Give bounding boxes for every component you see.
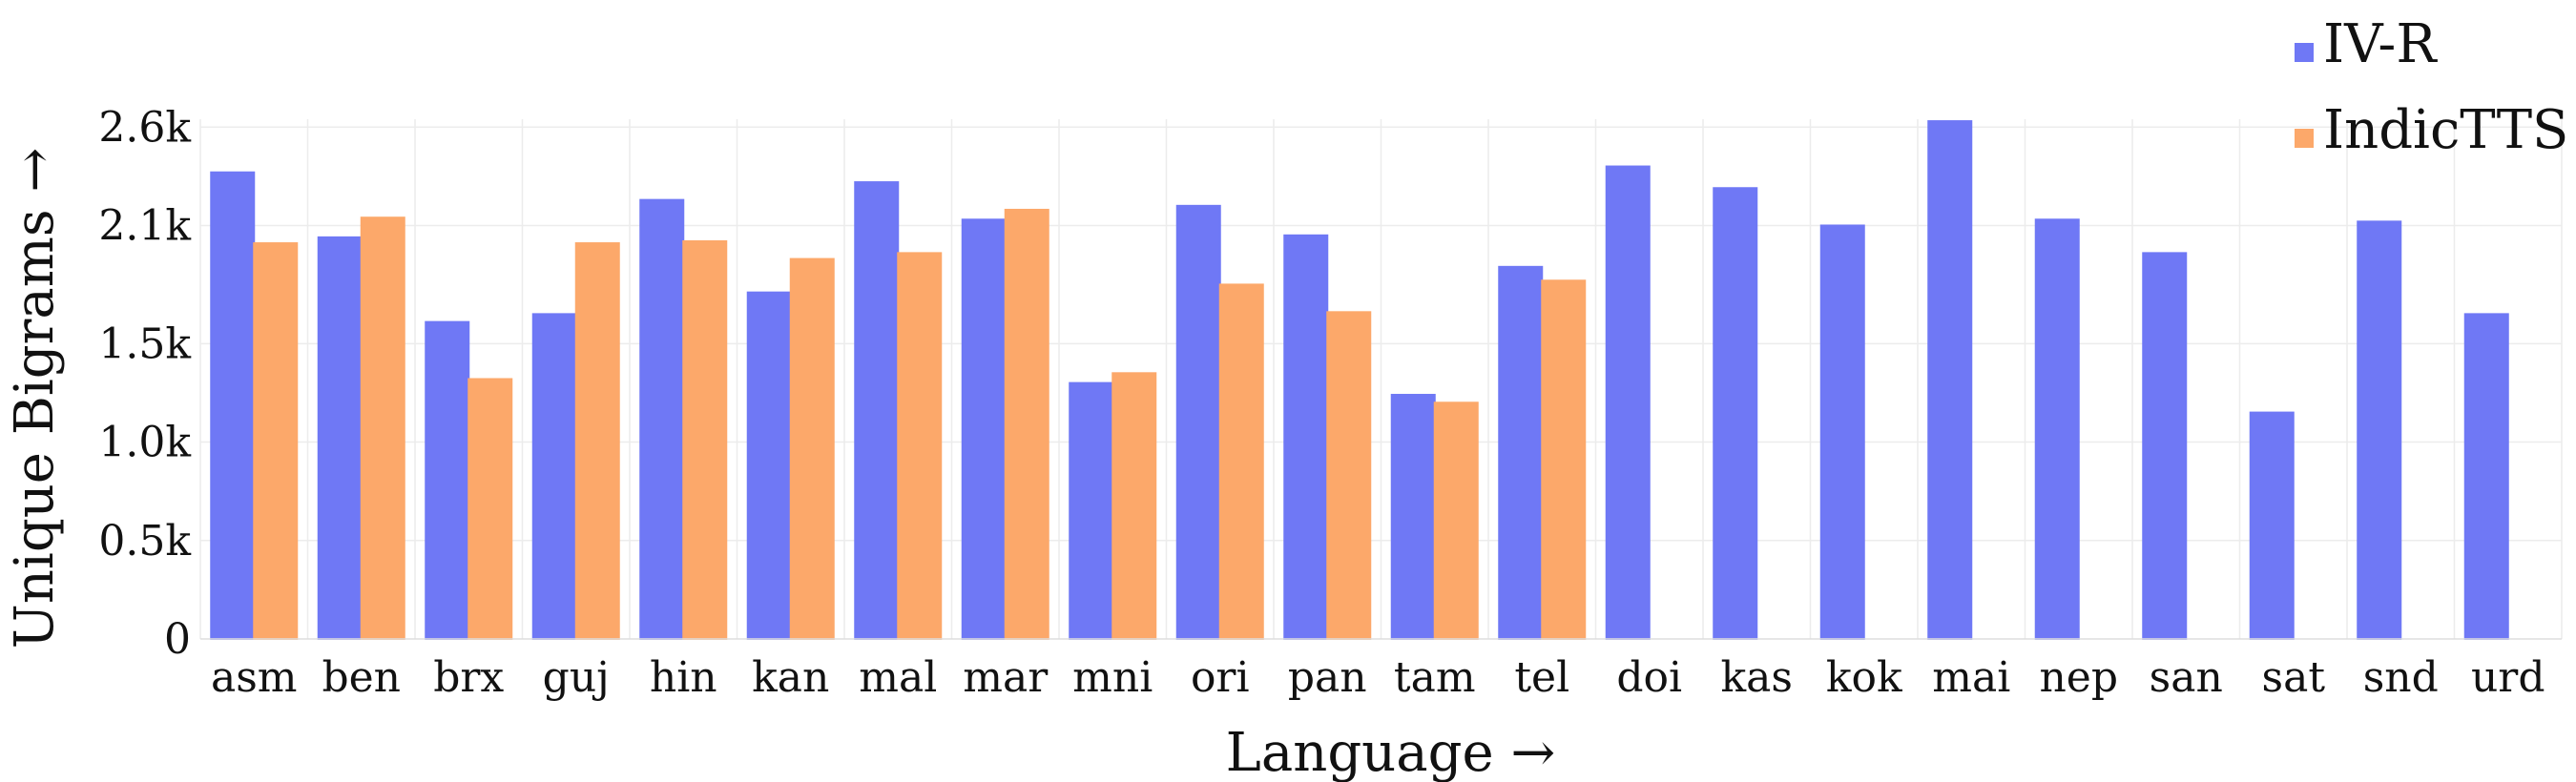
bar-iv-r-san bbox=[2142, 252, 2188, 640]
bar-iv-r-mai bbox=[1927, 120, 1973, 640]
bar-iv-r-tam bbox=[1390, 394, 1436, 640]
bar-iv-r-doi bbox=[1605, 165, 1651, 641]
bar-indictts-brx bbox=[467, 378, 513, 640]
x-tick-label-kan: kan bbox=[752, 653, 829, 702]
y-tick-label: 2.6k bbox=[98, 103, 191, 152]
bar-iv-r-ori bbox=[1175, 204, 1221, 640]
bar-indictts-hin bbox=[682, 239, 728, 640]
x-tick-label-ben: ben bbox=[322, 653, 401, 702]
bar-iv-r-brx bbox=[425, 320, 470, 640]
bar-iv-r-asm bbox=[210, 171, 256, 640]
y-axis-ticks: 0 0.5k 1.0k 1.5k 2.1k 2.6k bbox=[98, 103, 191, 664]
y-tick-label: 0 bbox=[164, 615, 191, 664]
bar-iv-r-kan bbox=[746, 291, 792, 640]
y-axis-title: Unique Bigrams → bbox=[4, 148, 66, 649]
bar-iv-r-nep bbox=[2034, 218, 2080, 640]
bar-indictts-mal bbox=[897, 252, 943, 640]
y-tick-label: 2.1k bbox=[98, 201, 191, 250]
x-tick-label-mal: mal bbox=[859, 653, 937, 702]
bar-indictts-asm bbox=[253, 242, 299, 640]
legend-swatch-indictts bbox=[2295, 129, 2314, 148]
x-tick-label-snd: snd bbox=[2363, 653, 2439, 702]
x-tick-label-urd: urd bbox=[2471, 653, 2545, 702]
x-tick-label-ori: ori bbox=[1191, 653, 1250, 702]
x-axis-title: Language → bbox=[1226, 722, 1556, 782]
x-tick-label-san: san bbox=[2150, 653, 2223, 702]
y-tick-label: 0.5k bbox=[98, 517, 191, 566]
bar-iv-r-guj bbox=[531, 313, 577, 640]
bar-iv-r-pan bbox=[1283, 234, 1329, 640]
x-tick-label-hin: hin bbox=[650, 653, 717, 702]
bar-iv-r-snd bbox=[2357, 220, 2402, 640]
bar-indictts-mni bbox=[1111, 372, 1157, 640]
bar-indictts-guj bbox=[574, 242, 620, 640]
legend-swatch-iv-r bbox=[2295, 43, 2314, 62]
bars bbox=[210, 120, 2509, 641]
x-tick-label-sat: sat bbox=[2262, 653, 2326, 702]
legend-label-iv-r: IV-R bbox=[2323, 13, 2438, 75]
x-tick-label-pan: pan bbox=[1288, 653, 1367, 702]
x-tick-label-tam: tam bbox=[1394, 653, 1476, 702]
bar-iv-r-mni bbox=[1069, 381, 1114, 640]
bar-indictts-tam bbox=[1433, 401, 1479, 641]
x-tick-label-mai: mai bbox=[1932, 653, 2010, 702]
bar-iv-r-ben bbox=[317, 236, 363, 640]
bar-indictts-mar bbox=[1004, 208, 1049, 640]
bar-indictts-pan bbox=[1326, 311, 1372, 640]
grid bbox=[199, 119, 2563, 639]
bar-indictts-ori bbox=[1218, 283, 1264, 640]
y-tick-label: 1.5k bbox=[98, 319, 191, 368]
bar-indictts-ben bbox=[360, 216, 405, 640]
bar-iv-r-sat bbox=[2249, 411, 2295, 640]
x-tick-label-kas: kas bbox=[1721, 653, 1793, 702]
legend-label-indictts: IndicTTS bbox=[2323, 99, 2568, 161]
x-tick-label-brx: brx bbox=[433, 653, 504, 702]
bar-iv-r-mar bbox=[961, 218, 1007, 640]
x-tick-label-mar: mar bbox=[963, 653, 1049, 702]
bar-iv-r-urd bbox=[2463, 313, 2509, 640]
x-tick-label-guj: guj bbox=[543, 653, 610, 702]
x-axis-ticks: asm ben brx guj hin kan mal mar mni ori pan tam tel d… bbox=[211, 653, 2545, 702]
bar-iv-r-kok bbox=[1819, 224, 1865, 641]
bar-iv-r-mal bbox=[854, 181, 900, 640]
x-tick-label-tel: tel bbox=[1514, 653, 1569, 702]
x-tick-label-mni: mni bbox=[1072, 653, 1153, 702]
legend: IV-R IndicTTS bbox=[2295, 13, 2568, 161]
bar-iv-r-tel bbox=[1498, 265, 1544, 640]
bar-iv-r-kas bbox=[1713, 187, 1758, 640]
y-tick-label: 1.0k bbox=[98, 419, 191, 467]
bar-indictts-kan bbox=[789, 257, 835, 640]
bar-indictts-tel bbox=[1541, 279, 1587, 640]
x-tick-label-nep: nep bbox=[2039, 653, 2118, 702]
x-tick-label-doi: doi bbox=[1616, 653, 1682, 702]
x-tick-label-kok: kok bbox=[1826, 653, 1902, 702]
bar-iv-r-hin bbox=[639, 198, 685, 641]
x-tick-label-asm: asm bbox=[211, 653, 298, 702]
